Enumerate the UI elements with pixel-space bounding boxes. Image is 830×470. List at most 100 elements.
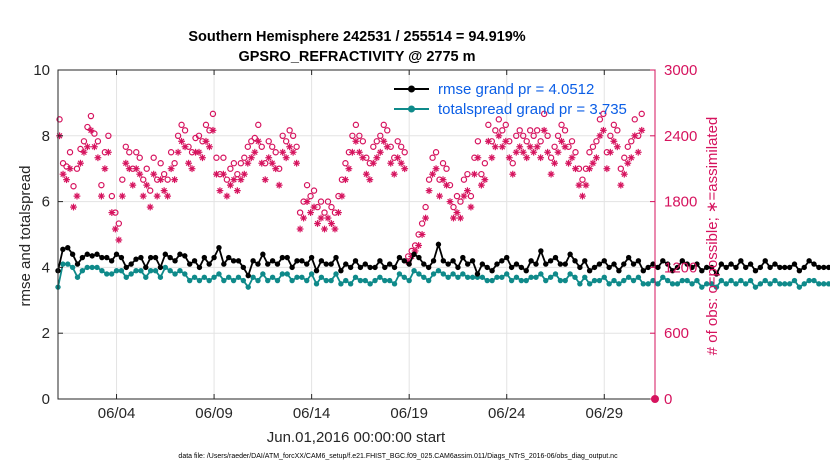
spread-point	[708, 281, 715, 287]
asterisk-stroke	[464, 187, 471, 194]
obs-possible-point	[572, 149, 579, 156]
rmse-point	[782, 264, 788, 271]
obs-assimilated-point	[464, 187, 471, 195]
rmse-point	[186, 261, 193, 267]
asterisk-stroke	[147, 204, 154, 210]
rmse-point	[699, 267, 705, 274]
spread-point	[621, 277, 627, 284]
obs-assimilated-point	[335, 209, 342, 216]
asterisk-stroke	[70, 204, 77, 210]
spread-point	[782, 281, 788, 287]
obs-assimilated-point	[174, 148, 182, 156]
obs-assimilated-point	[289, 148, 297, 156]
obs-assimilated-point	[509, 170, 517, 178]
obs-assimilated-point	[94, 154, 102, 162]
asterisk-stroke	[175, 149, 181, 156]
obs-assimilated-point	[265, 154, 273, 162]
rmse-point	[367, 264, 373, 271]
spread-point	[416, 271, 422, 277]
spread-point	[455, 274, 461, 280]
obs-assimilated-point	[226, 181, 234, 189]
obs-assimilated-point	[104, 148, 112, 156]
rmse-point	[772, 261, 778, 267]
obs-possible-point	[181, 127, 189, 134]
obs-possible-point	[565, 143, 572, 150]
obs-assimilated-point	[328, 220, 335, 227]
obs-assimilated-point	[247, 154, 255, 162]
asterisk-stroke	[607, 149, 614, 156]
obs-possible-point	[460, 176, 468, 183]
obs-assimilated-point	[206, 143, 213, 151]
obs-possible-point	[523, 138, 530, 145]
obs-assimilated-point	[199, 154, 206, 162]
chart-title-line2: GPSRO_REFRACTIVITY @ 2775 m	[238, 49, 475, 65]
obs-assimilated-point	[80, 148, 88, 156]
spread-point	[172, 271, 178, 277]
obs-assimilated-point	[324, 214, 332, 222]
rmse-point	[191, 258, 198, 264]
asterisk-stroke	[419, 231, 425, 238]
obs-possible-point	[317, 198, 325, 205]
obs-possible-point	[258, 143, 265, 150]
spread-point	[747, 277, 754, 284]
obs-assimilated-point	[230, 176, 238, 184]
asterisk-stroke	[168, 165, 174, 172]
asterisk-stroke	[447, 198, 453, 205]
spread-point	[460, 271, 466, 277]
obs-assimilated-point	[477, 181, 485, 189]
asterisk-stroke	[339, 193, 345, 199]
obs-possible-point	[223, 176, 231, 183]
rmse-point	[138, 254, 144, 261]
grid	[58, 69, 655, 400]
spread-point	[552, 271, 559, 277]
obs-possible-point	[628, 138, 635, 145]
spread-point	[733, 281, 739, 287]
obs-possible-point	[450, 203, 457, 211]
asterisk-stroke	[300, 215, 307, 221]
obs-assimilated-point	[366, 176, 374, 184]
rmse-point	[484, 264, 490, 271]
obs-assimilated-point	[220, 170, 227, 178]
obs-possible-point	[272, 149, 279, 156]
x-tick-label: 06/29	[586, 405, 624, 422]
asterisk-stroke	[440, 176, 446, 183]
obs-assimilated-point	[526, 143, 534, 151]
spread-point	[94, 264, 100, 271]
rmse-point	[499, 258, 505, 264]
obs-possible-point	[328, 203, 335, 211]
obs-possible-point	[526, 127, 534, 134]
obs-possible-point	[607, 132, 614, 139]
asterisk-stroke	[450, 215, 457, 221]
rmse-point	[338, 267, 344, 274]
spread-point	[118, 267, 125, 274]
obs-assimilated-point	[397, 159, 405, 167]
obs-assimilated-point	[565, 159, 572, 167]
x-tick-label: 06/04	[98, 405, 136, 422]
asterisk-stroke	[199, 154, 206, 161]
rmse-point	[704, 264, 710, 271]
y-tick-label: 10	[33, 62, 50, 79]
asterisk-stroke	[461, 193, 467, 199]
obs-possible-point	[286, 127, 293, 134]
obs-assimilated-point	[77, 159, 84, 167]
obs-assimilated-point	[551, 159, 558, 167]
obs-possible-point	[108, 192, 116, 200]
obs-possible-point	[282, 138, 290, 145]
spread-point	[435, 267, 442, 274]
asterisk-stroke	[422, 215, 429, 221]
obs-assimilated-point	[185, 159, 192, 167]
spread-point	[796, 284, 803, 290]
asterisk-stroke	[401, 165, 408, 172]
obs-possible-point	[380, 121, 387, 129]
spread-point	[655, 281, 661, 287]
obs-assimilated-point	[544, 148, 552, 156]
spread-point	[543, 277, 549, 284]
spread-point	[777, 281, 783, 287]
obs-possible-point	[143, 165, 150, 172]
obs-possible-point	[227, 165, 234, 172]
spread-point	[338, 281, 344, 287]
spread-point	[499, 274, 505, 280]
obs-possible-point	[185, 143, 192, 150]
obs-assimilated-point	[495, 132, 503, 140]
rmse-point	[182, 253, 188, 259]
